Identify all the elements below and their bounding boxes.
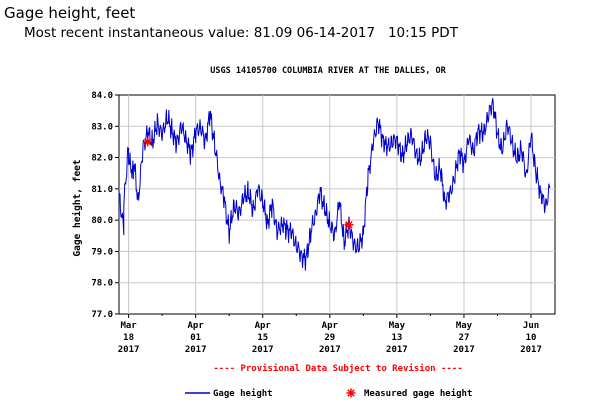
x-tick-label: Apr [322,321,339,331]
x-tick-label: 2017 [252,345,274,355]
recent-value-text: Most recent instantaneous value: 81.09 0… [24,25,458,41]
legend-measured-label: Measured gage height [364,388,472,399]
y-tick-label: 80.0 [91,216,113,226]
page-title: Gage height, feet [4,4,136,22]
y-tick-label: 79.0 [91,247,113,257]
x-tick-label: Jun [523,321,539,331]
x-tick-label: 2017 [386,345,408,355]
plot-area [118,94,556,315]
gage-height-line [118,98,551,271]
chart-title: USGS 14105700 COLUMBIA RIVER AT THE DALL… [210,66,446,76]
x-axis-ticks: Mar 18 2017 Apr 01 2017 Apr 15 2017 Apr 29 2017 May 1… [118,314,542,355]
y-tick-label: 78.0 [91,279,113,289]
x-tick-label: May [456,321,473,331]
x-tick-label: 15 [257,333,268,343]
measured-point [143,137,153,147]
y-axis-ticks: 77.0 78.0 79.0 80.0 81.0 82.0 83.0 84.0 [91,91,119,320]
x-tick-label: 01 [190,333,201,343]
y-tick-label: 77.0 [91,310,113,320]
measured-point [344,220,354,230]
x-tick-label: Mar [120,321,137,331]
x-tick-label: 10 [526,333,537,343]
x-tick-label: May [389,321,406,331]
y-tick-label: 84.0 [91,91,113,101]
series-layer [118,98,551,271]
y-tick-label: 82.0 [91,154,113,164]
x-tick-label: 2017 [319,345,341,355]
chart-legend: Gage height Measured gage height [185,388,472,399]
y-tick-label: 81.0 [91,185,113,195]
y-axis-label: Gage height, feet [72,159,83,256]
x-tick-label: 18 [123,333,134,343]
x-tick-label: 2017 [520,345,542,355]
y-tick-label: 83.0 [91,122,113,132]
legend-gage-height-label: Gage height [213,388,273,399]
x-tick-label: 2017 [185,345,207,355]
x-tick-label: Apr [188,321,205,331]
x-tick-label: 27 [459,333,470,343]
x-tick-label: 29 [324,333,335,343]
x-tick-label: Apr [255,321,272,331]
legend-marker-swatch [346,388,356,398]
x-tick-label: 13 [391,333,402,343]
x-tick-label: 2017 [453,345,475,355]
x-tick-label: 2017 [118,345,140,355]
provisional-note: ---- Provisional Data Subject to Revisio… [213,363,462,374]
measured-markers [143,137,354,230]
